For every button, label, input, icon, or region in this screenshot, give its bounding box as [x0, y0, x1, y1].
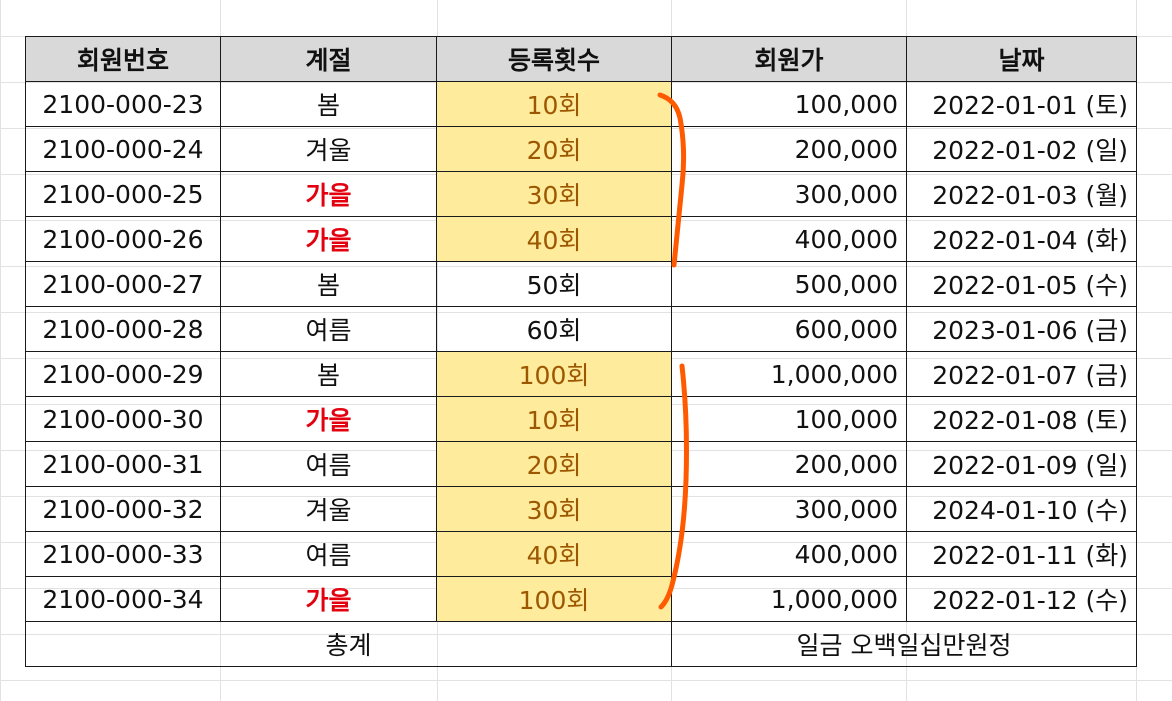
registration-count-cell[interactable]: 40회: [436, 216, 672, 262]
header-registration-count[interactable]: 등록횟수: [436, 36, 672, 82]
header-season[interactable]: 계절: [220, 36, 437, 82]
registration-count-cell[interactable]: 100회: [436, 576, 672, 622]
members-table: 회원번호 계절 등록횟수 회원가 날짜 2100-000-23 봄 10회 100,0…: [25, 36, 1137, 667]
member-id-cell[interactable]: 2100-000-23: [25, 81, 221, 127]
gridline: [1136, 0, 1137, 701]
date-cell[interactable]: 2022-01-12 (수): [906, 576, 1137, 622]
season-cell[interactable]: 여름: [220, 306, 437, 352]
total-row: 총계 일금 오백일십만원정: [25, 621, 1137, 667]
date-cell[interactable]: 2022-01-04 (화): [906, 216, 1137, 262]
date-cell[interactable]: 2022-01-01 (토): [906, 81, 1137, 127]
member-id-cell[interactable]: 2100-000-25: [25, 171, 221, 217]
season-cell[interactable]: 여름: [220, 441, 437, 487]
table-row: 2100-000-34 가을 100회 1,000,000 2022-01-12 (수): [25, 576, 1137, 622]
registration-count-cell[interactable]: 40회: [436, 531, 672, 577]
registration-count-cell[interactable]: 10회: [436, 396, 672, 442]
season-cell[interactable]: 여름: [220, 531, 437, 577]
member-price-cell[interactable]: 400,000: [671, 531, 907, 577]
member-price-cell[interactable]: 300,000: [671, 171, 907, 217]
registration-count-cell[interactable]: 30회: [436, 486, 672, 532]
date-cell[interactable]: 2022-01-02 (일): [906, 126, 1137, 172]
table-row: 2100-000-24 겨울 20회 200,000 2022-01-02 (일): [25, 126, 1137, 172]
date-cell[interactable]: 2022-01-07 (금): [906, 351, 1137, 397]
season-cell[interactable]: 가을: [220, 171, 437, 217]
member-price-cell[interactable]: 500,000: [671, 261, 907, 307]
date-cell[interactable]: 2023-01-06 (금): [906, 306, 1137, 352]
date-cell[interactable]: 2022-01-08 (토): [906, 396, 1137, 442]
registration-count-cell[interactable]: 20회: [436, 441, 672, 487]
season-cell[interactable]: 봄: [220, 261, 437, 307]
member-id-cell[interactable]: 2100-000-26: [25, 216, 221, 262]
table-row: 2100-000-30 가을 10회 100,000 2022-01-08 (토): [25, 396, 1137, 442]
header-member-id[interactable]: 회원번호: [25, 36, 221, 82]
table-row: 2100-000-23 봄 10회 100,000 2022-01-01 (토): [25, 81, 1137, 127]
table-row: 2100-000-26 가을 40회 400,000 2022-01-04 (화): [25, 216, 1137, 262]
member-id-cell[interactable]: 2100-000-33: [25, 531, 221, 577]
date-cell[interactable]: 2022-01-09 (일): [906, 441, 1137, 487]
total-label-cell[interactable]: 총계: [25, 621, 672, 667]
table-row: 2100-000-27 봄 50회 500,000 2022-01-05 (수): [25, 261, 1137, 307]
registration-count-cell[interactable]: 60회: [436, 306, 672, 352]
season-cell[interactable]: 가을: [220, 216, 437, 262]
registration-count-cell[interactable]: 30회: [436, 171, 672, 217]
date-cell[interactable]: 2024-01-10 (수): [906, 486, 1137, 532]
member-id-cell[interactable]: 2100-000-30: [25, 396, 221, 442]
season-cell[interactable]: 겨울: [220, 486, 437, 532]
total-value-cell[interactable]: 일금 오백일십만원정: [671, 621, 1137, 667]
member-price-cell[interactable]: 300,000: [671, 486, 907, 532]
date-cell[interactable]: 2022-01-03 (월): [906, 171, 1137, 217]
member-id-cell[interactable]: 2100-000-32: [25, 486, 221, 532]
member-price-cell[interactable]: 100,000: [671, 81, 907, 127]
table-row: 2100-000-32 겨울 30회 300,000 2024-01-10 (수): [25, 486, 1137, 532]
member-id-cell[interactable]: 2100-000-24: [25, 126, 221, 172]
registration-count-cell[interactable]: 50회: [436, 261, 672, 307]
member-price-cell[interactable]: 600,000: [671, 306, 907, 352]
member-id-cell[interactable]: 2100-000-31: [25, 441, 221, 487]
table-row: 2100-000-28 여름 60회 600,000 2023-01-06 (금): [25, 306, 1137, 352]
header-member-price[interactable]: 회원가: [671, 36, 907, 82]
table-row: 2100-000-31 여름 20회 200,000 2022-01-09 (일): [25, 441, 1137, 487]
header-date[interactable]: 날짜: [906, 36, 1137, 82]
member-price-cell[interactable]: 200,000: [671, 441, 907, 487]
header-row: 회원번호 계절 등록횟수 회원가 날짜: [25, 36, 1137, 82]
member-id-cell[interactable]: 2100-000-34: [25, 576, 221, 622]
season-cell[interactable]: 봄: [220, 351, 437, 397]
member-price-cell[interactable]: 1,000,000: [671, 351, 907, 397]
date-cell[interactable]: 2022-01-11 (화): [906, 531, 1137, 577]
member-id-cell[interactable]: 2100-000-28: [25, 306, 221, 352]
registration-count-cell[interactable]: 20회: [436, 126, 672, 172]
registration-count-cell[interactable]: 10회: [436, 81, 672, 127]
date-cell[interactable]: 2022-01-05 (수): [906, 261, 1137, 307]
season-cell[interactable]: 가을: [220, 396, 437, 442]
season-cell[interactable]: 겨울: [220, 126, 437, 172]
member-id-cell[interactable]: 2100-000-29: [25, 351, 221, 397]
member-price-cell[interactable]: 400,000: [671, 216, 907, 262]
member-price-cell[interactable]: 200,000: [671, 126, 907, 172]
member-price-cell[interactable]: 100,000: [671, 396, 907, 442]
member-price-cell[interactable]: 1,000,000: [671, 576, 907, 622]
table-row: 2100-000-25 가을 30회 300,000 2022-01-03 (월): [25, 171, 1137, 217]
season-cell[interactable]: 가을: [220, 576, 437, 622]
registration-count-cell[interactable]: 100회: [436, 351, 672, 397]
table-row: 2100-000-29 봄 100회 1,000,000 2022-01-07 (금): [25, 351, 1137, 397]
season-cell[interactable]: 봄: [220, 81, 437, 127]
table-row: 2100-000-33 여름 40회 400,000 2022-01-11 (화): [25, 531, 1137, 577]
table-body: 2100-000-23 봄 10회 100,000 2022-01-01 (토) 2100…: [25, 81, 1137, 622]
member-id-cell[interactable]: 2100-000-27: [25, 261, 221, 307]
